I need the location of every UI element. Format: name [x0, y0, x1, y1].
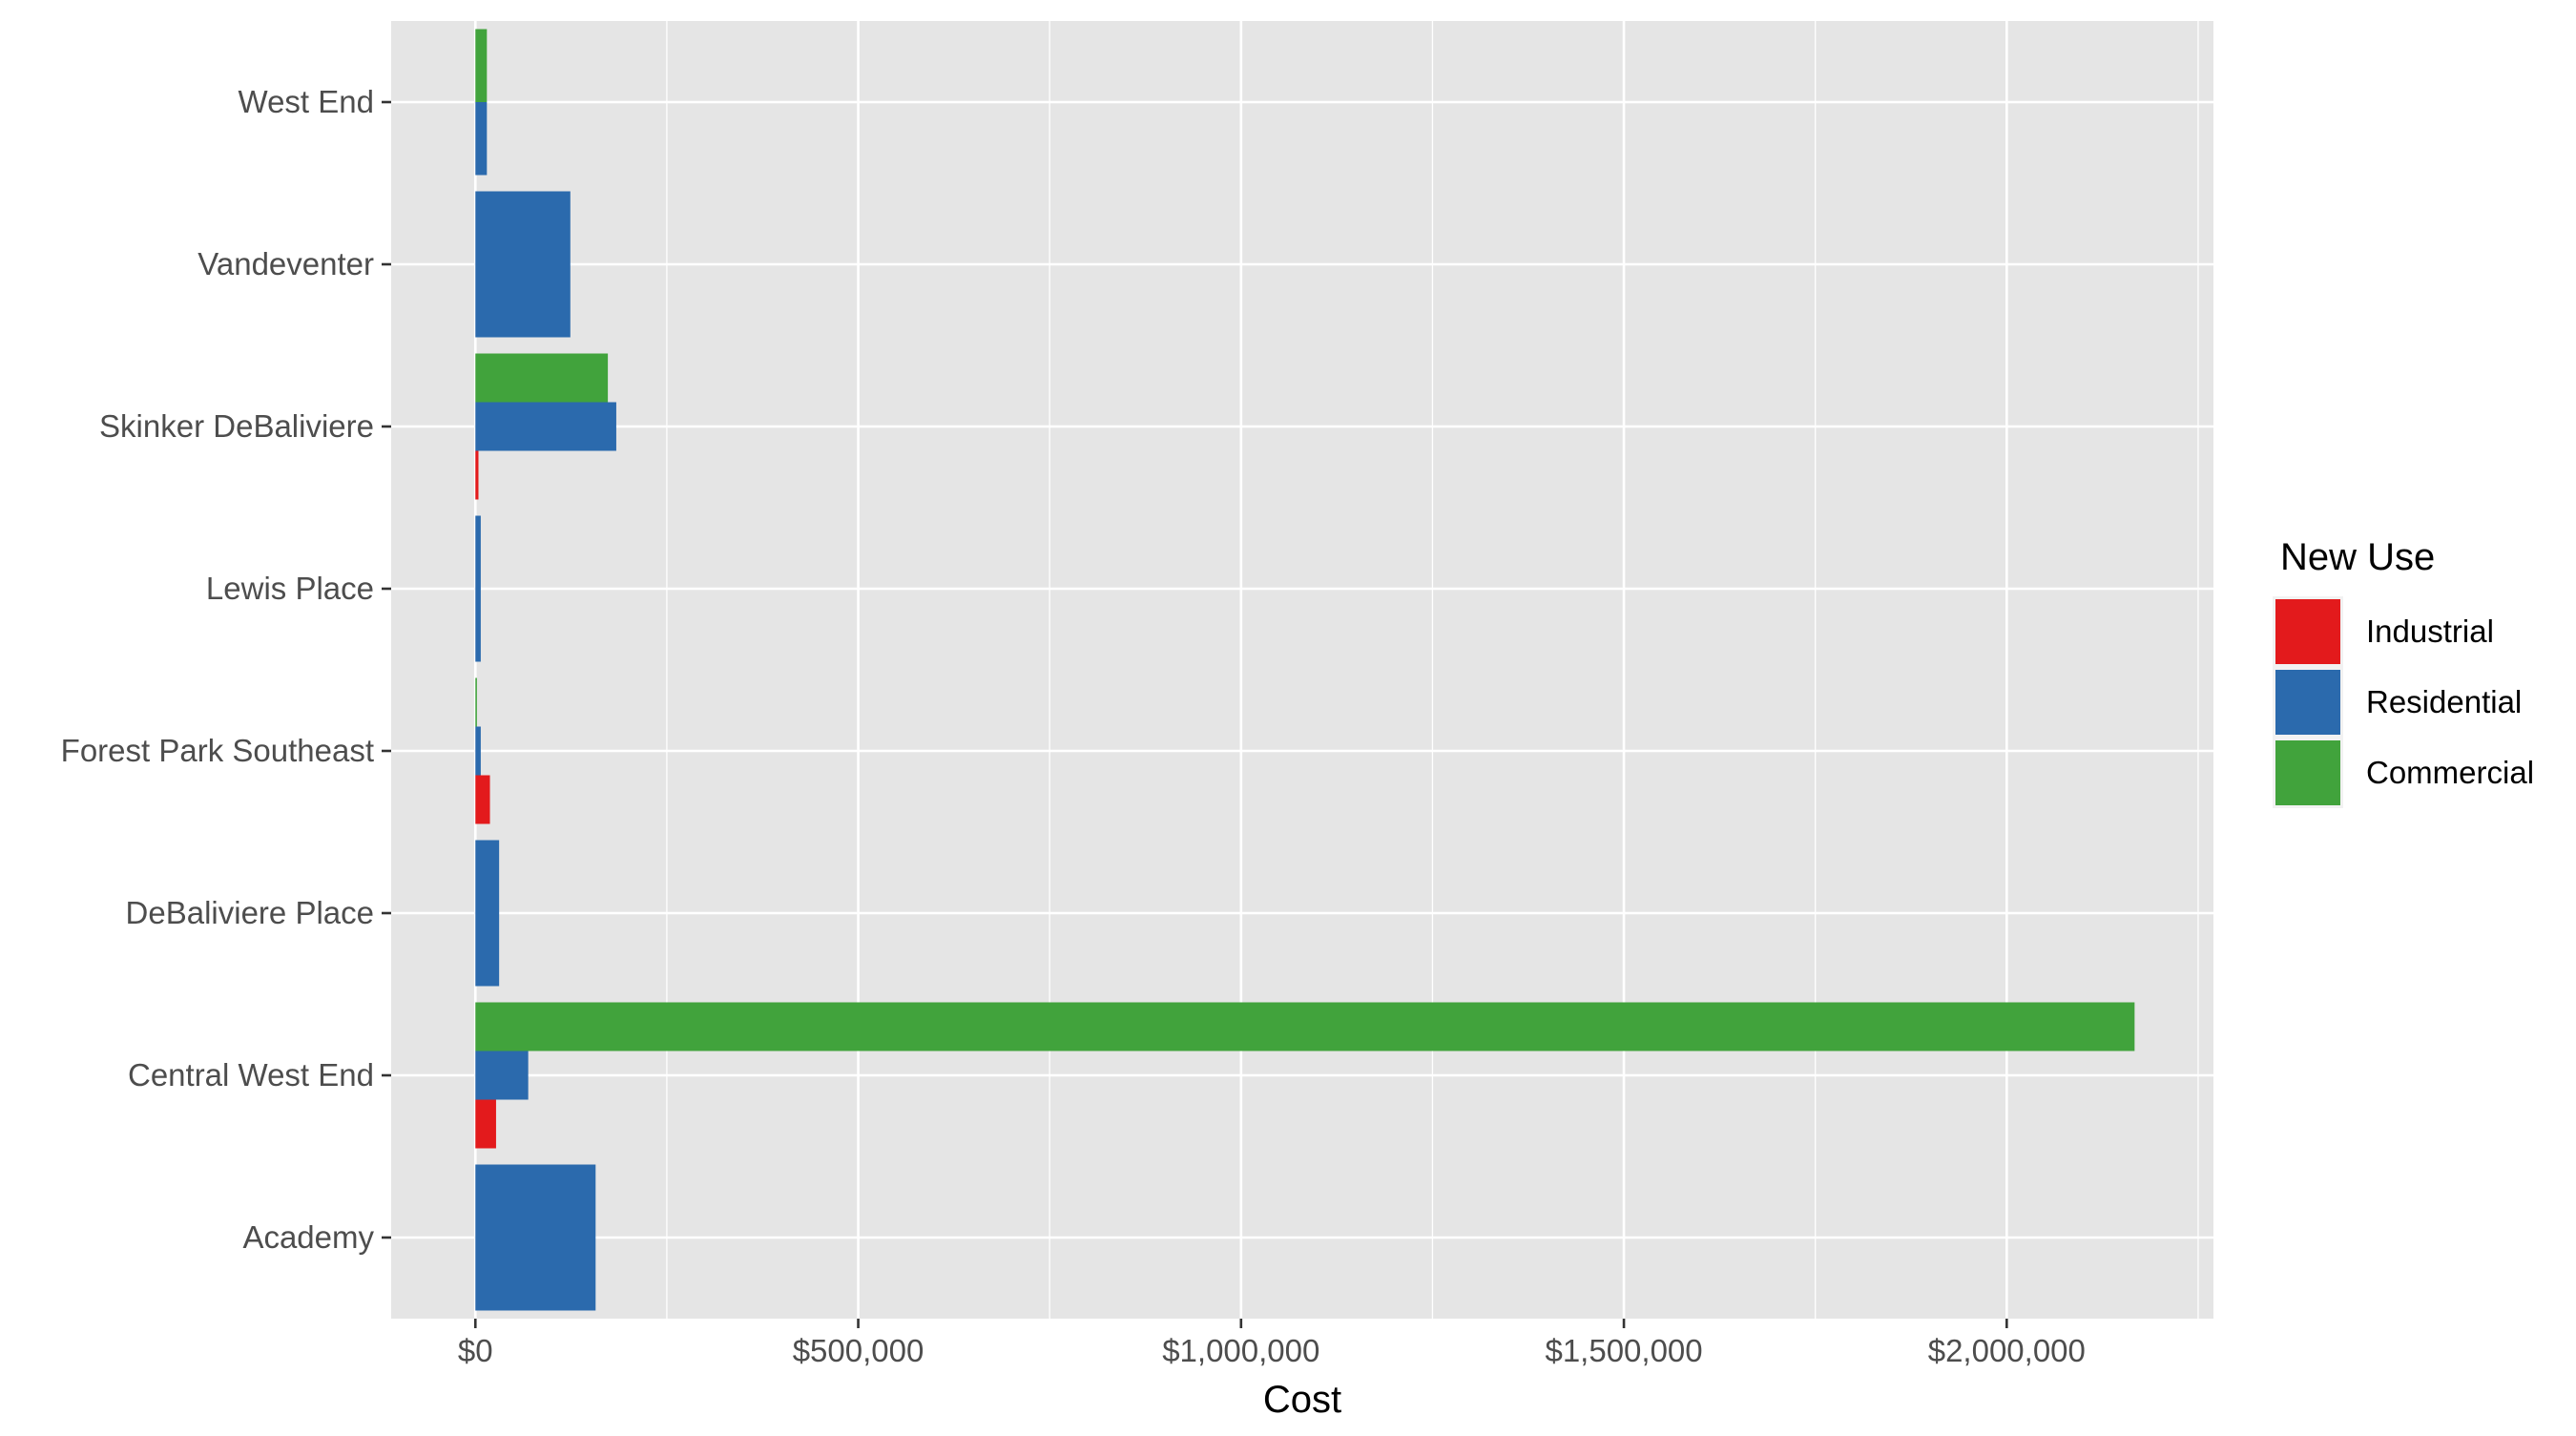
- legend-label-residential: Residential: [2366, 684, 2522, 719]
- bar-residential-debaliviere-place: [475, 840, 500, 987]
- x-tick-label: $1,500,000: [1545, 1333, 1702, 1368]
- x-tick-label: $500,000: [793, 1333, 924, 1368]
- bar-residential-academy: [475, 1164, 596, 1311]
- y-tick-label: Lewis Place: [206, 571, 374, 606]
- bar-industrial-central-west-end: [475, 1099, 496, 1149]
- x-tick-label: $2,000,000: [1928, 1333, 2086, 1368]
- bar-commercial-forest-park-southeast: [475, 677, 477, 727]
- legend-label-commercial: Commercial: [2366, 755, 2534, 790]
- x-tick-label: $1,000,000: [1162, 1333, 1319, 1368]
- x-axis: $0 $500,000 $1,000,000 $1,500,000 $2,000,000: [458, 1319, 2086, 1368]
- legend: New Use Industrial Residential Commercial: [2273, 536, 2534, 808]
- x-axis-title: Cost: [1263, 1379, 1341, 1421]
- bar-residential-west-end: [475, 102, 488, 176]
- y-axis: Academy Central West End DeBaliviere Place…: [61, 84, 391, 1255]
- grid-minor: [666, 21, 2199, 1319]
- bar-commercial-west-end: [475, 29, 488, 102]
- legend-items: Industrial Residential Commercial: [2273, 596, 2534, 808]
- bar-residential-vandeventer: [475, 191, 571, 338]
- y-tick-label: Academy: [242, 1219, 374, 1255]
- bar-industrial-forest-park-southeast: [475, 775, 490, 824]
- legend-swatch-residential: [2275, 670, 2340, 735]
- legend-title: New Use: [2280, 536, 2435, 578]
- legend-swatch-industrial: [2275, 599, 2340, 664]
- bar-commercial-central-west-end: [475, 1002, 2135, 1051]
- legend-label-industrial: Industrial: [2366, 614, 2494, 649]
- bar-residential-skinker-debaliviere: [475, 402, 616, 451]
- bar-residential-forest-park-southeast: [475, 726, 481, 776]
- y-tick-label: Central West End: [128, 1057, 374, 1093]
- plot-panel: [391, 21, 2213, 1319]
- y-tick-label: Skinker DeBaliviere: [99, 408, 374, 444]
- y-tick-label: Vandeventer: [197, 246, 374, 281]
- x-tick-label: $0: [458, 1333, 493, 1368]
- y-tick-label: DeBaliviere Place: [126, 895, 374, 930]
- bar-residential-central-west-end: [475, 1051, 529, 1100]
- legend-swatch-commercial: [2275, 740, 2340, 805]
- y-tick-label: Forest Park Southeast: [61, 733, 374, 768]
- bar-industrial-skinker-debaliviere: [475, 450, 479, 500]
- bar-commercial-skinker-debaliviere: [475, 353, 609, 403]
- bar-residential-lewis-place: [475, 515, 481, 662]
- y-tick-label: West End: [239, 84, 374, 119]
- bars: [475, 29, 2135, 1311]
